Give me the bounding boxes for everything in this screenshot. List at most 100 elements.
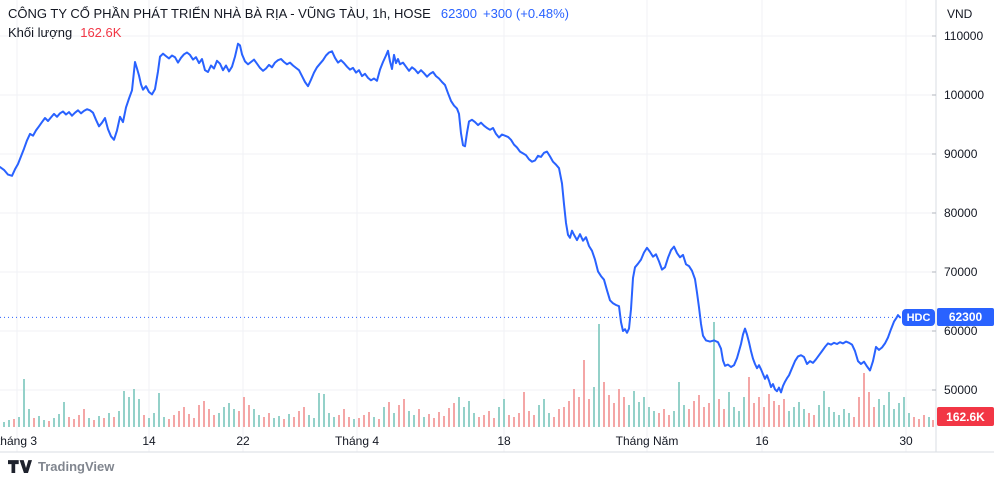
price-axis[interactable]: VND 110000 100000 90000 80000 70000 60000 5000… (936, 0, 994, 452)
tradingview-logo-icon (8, 459, 32, 473)
price-change-value: +300 (+0.48%) (483, 6, 570, 21)
volume-bar (458, 397, 460, 427)
volume-bar (608, 395, 610, 427)
volume-bar (928, 417, 930, 427)
volume-bar (748, 377, 750, 427)
time-tick-label: 14 (142, 434, 156, 448)
symbol-tag-text: HDC (906, 311, 931, 324)
volume-bar (403, 399, 405, 427)
volume-bar (118, 411, 120, 427)
volume-bar (313, 418, 315, 427)
volume-bar (883, 405, 885, 427)
volume-bar (173, 415, 175, 427)
volume-bar (228, 403, 230, 427)
volume-bar (508, 415, 510, 427)
chart-legend[interactable]: CÔNG TY CỔ PHẦN PHÁT TRIỂN NHÀ BÀ RỊA - … (8, 5, 569, 42)
volume-bar (528, 411, 530, 427)
volume-bar (773, 401, 775, 427)
volume-bar (78, 415, 80, 427)
volume-bar (898, 403, 900, 427)
volume-bar (243, 397, 245, 427)
time-tick-label: 18 (497, 434, 511, 448)
volume-bar (803, 409, 805, 427)
volume-bar (133, 389, 135, 427)
volume-bar (683, 405, 685, 427)
volume-bar (53, 418, 55, 427)
volume-bar (288, 414, 290, 427)
symbol-price-tag: HDC (902, 309, 935, 326)
volume-row: Khối lượng 162.6K (8, 24, 569, 42)
volume-bar (848, 413, 850, 427)
volume-bar (708, 403, 710, 427)
volume-bar (578, 397, 580, 427)
volume-bar (743, 397, 745, 427)
volume-bar (233, 409, 235, 427)
volume-bar (553, 417, 555, 427)
volume-bar (348, 417, 350, 427)
volume-bar (738, 411, 740, 427)
price-tick-label: 50000 (944, 383, 978, 397)
volume-bar (868, 392, 870, 427)
volume-bar (563, 407, 565, 427)
volume-bar (558, 409, 560, 427)
tradingview-attribution[interactable]: TradingView (8, 459, 114, 474)
volume-bar (593, 387, 595, 427)
volume-bar (443, 416, 445, 427)
symbol-title: CÔNG TY CỔ PHẦN PHÁT TRIỂN NHÀ BÀ RỊA - … (8, 6, 431, 21)
time-tick-label: 22 (236, 434, 250, 448)
price-tick-label: 110000 (944, 29, 984, 43)
volume-bar (888, 392, 890, 427)
volume-bar (483, 415, 485, 427)
volume-bar (218, 413, 220, 427)
volume-bar (623, 397, 625, 427)
volume-bar (318, 393, 320, 427)
price-tick-label: 70000 (944, 265, 978, 279)
volume-bar (518, 413, 520, 427)
volume-bar (863, 373, 865, 427)
volume-bar (693, 401, 695, 427)
volume-bar (48, 421, 50, 427)
volume-bar (23, 379, 25, 427)
volume-bar (678, 382, 680, 427)
volume-bar (932, 420, 934, 427)
volume-bar (493, 418, 495, 427)
volume-bar (33, 418, 35, 427)
volume-bar (38, 416, 40, 427)
price-tick-label: 60000 (944, 324, 978, 338)
volume-bar (808, 413, 810, 427)
volume-bar (813, 415, 815, 427)
volume-bar (28, 409, 30, 427)
time-axis[interactable]: tháng 3 14 22 Tháng 4 18 Tháng Năm 16 30 (0, 430, 936, 452)
price-line-series (0, 42, 901, 394)
volume-bar (138, 399, 140, 427)
volume-bar (568, 401, 570, 427)
volume-bar (668, 415, 670, 427)
volume-bar (63, 402, 65, 427)
volume-bar (903, 397, 905, 427)
time-tick-label: 30 (899, 434, 913, 448)
volume-badge: 162.6K (937, 407, 994, 426)
volume-bar (278, 416, 280, 427)
volume-value: 162.6K (80, 25, 122, 40)
volume-bar (378, 419, 380, 427)
volume-bar (658, 413, 660, 427)
volume-bar (713, 322, 715, 427)
volume-bar (73, 419, 75, 427)
volume-bar (913, 417, 915, 427)
volume-bar (733, 407, 735, 427)
volume-bar (398, 405, 400, 427)
volume-bar (68, 417, 70, 427)
volume-bar (468, 401, 470, 427)
volume-bar (628, 405, 630, 427)
volume-bar (423, 417, 425, 427)
volume-bar (188, 414, 190, 427)
volume-bar (823, 391, 825, 427)
time-tick-label: tháng 3 (0, 434, 38, 448)
volume-bar (618, 389, 620, 427)
volume-bar (603, 382, 605, 427)
currency-label: VND (947, 7, 973, 21)
volume-bar (638, 402, 640, 427)
volume-bar (718, 399, 720, 427)
volume-bar (873, 407, 875, 427)
